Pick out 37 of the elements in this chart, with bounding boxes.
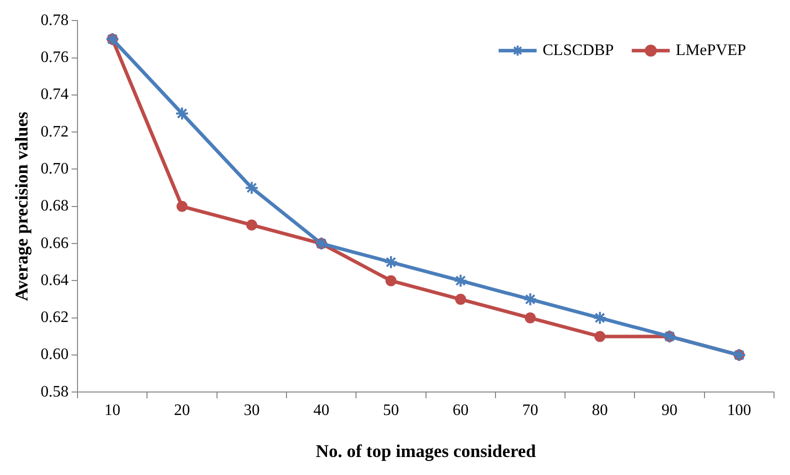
- point: [384, 255, 398, 270]
- y-tick-label: 0.60: [40, 346, 69, 364]
- y-tick-label: 0.68: [40, 198, 69, 215]
- point: [244, 180, 259, 195]
- x-tick-label: 80: [592, 402, 608, 420]
- x-axis-title: No. of top images considered: [316, 440, 536, 461]
- y-tick-label: 0.76: [40, 48, 69, 66]
- x-tick-label: 60: [452, 402, 469, 420]
- x-tick-label: 50: [382, 402, 399, 420]
- y-tick-label: 0.78: [40, 12, 69, 29]
- y-tick-label: 0.62: [40, 309, 69, 326]
- y-axis-title: Average precision values: [11, 112, 32, 302]
- y-tick-label: 0.66: [40, 234, 69, 252]
- point: [592, 310, 607, 325]
- y-tick-label: 0.70: [40, 160, 69, 178]
- point: [176, 200, 188, 212]
- point: [523, 292, 538, 306]
- legend-label: CLSCDBP: [542, 42, 614, 59]
- point: [385, 275, 396, 286]
- point: [175, 106, 190, 120]
- x-tick-label: 100: [727, 402, 752, 420]
- point: [594, 330, 606, 342]
- y-tick-label: 0.58: [40, 383, 69, 400]
- x-tick-label: 90: [662, 402, 678, 420]
- y-tick-label: 0.72: [40, 123, 69, 140]
- x-tick-label: 20: [174, 402, 190, 420]
- x-tick-label: 30: [244, 402, 260, 420]
- y-tick-label: 0.74: [40, 86, 69, 104]
- point: [524, 312, 536, 324]
- legend-label: LMePVEP: [676, 42, 746, 59]
- point: [246, 219, 258, 230]
- x-tick-label: 10: [104, 402, 120, 420]
- y-tick-label: 0.64: [40, 272, 69, 289]
- x-tick-label: 40: [313, 402, 330, 420]
- x-tick-label: 70: [522, 402, 538, 420]
- point: [455, 294, 466, 305]
- point: [454, 274, 468, 288]
